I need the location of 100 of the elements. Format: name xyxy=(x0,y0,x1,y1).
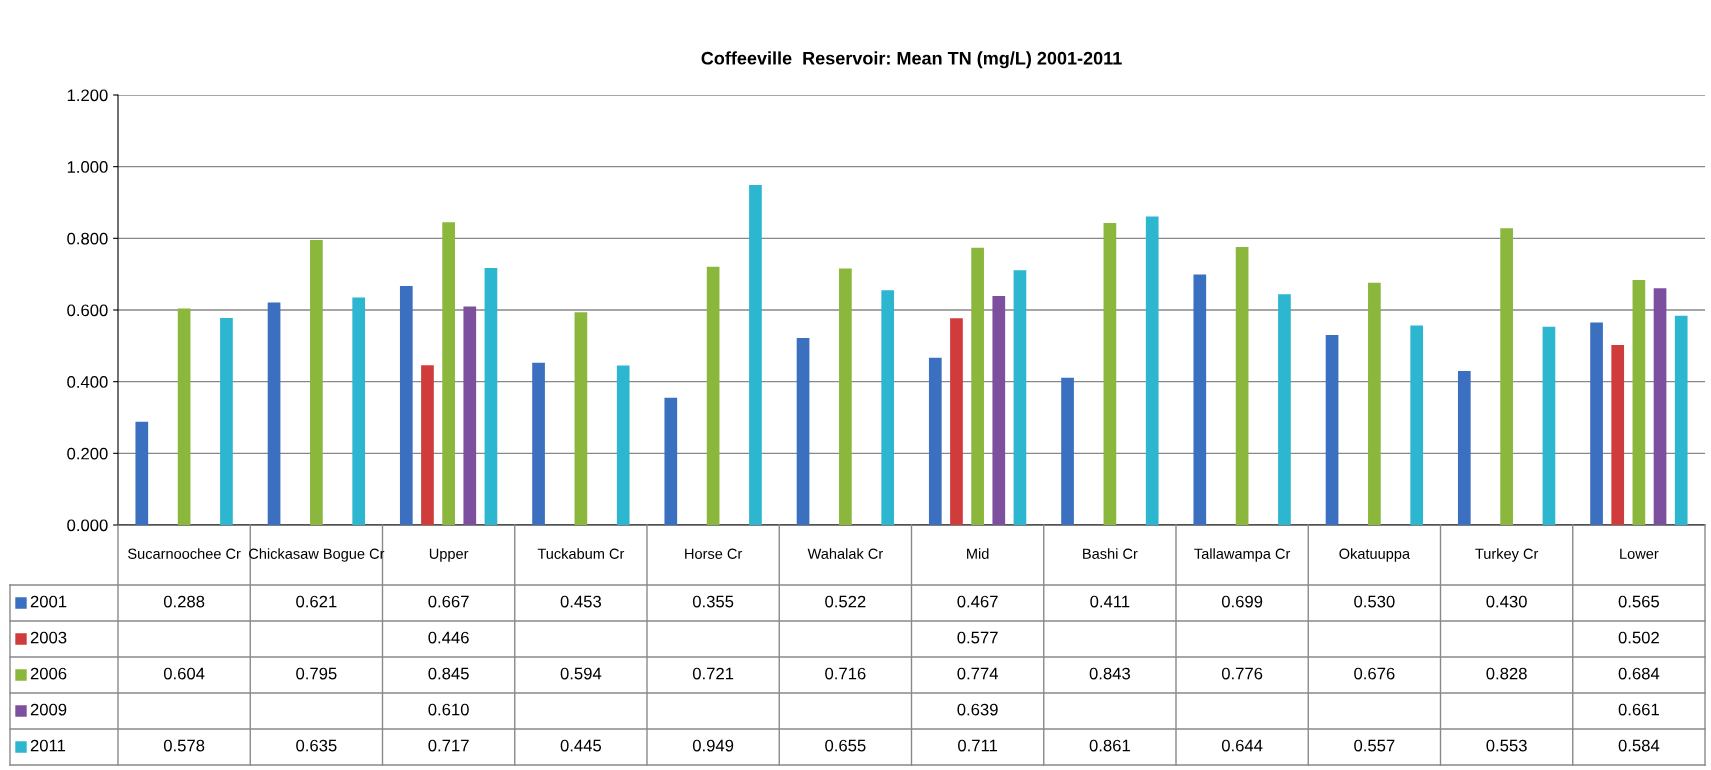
y-tick-label: 0.800 xyxy=(67,232,108,245)
chart-title: Coffeeville Reservoir: Mean TN (mg/L) 2001-2011 xyxy=(701,51,1122,69)
data-label: 0.530 xyxy=(1354,595,1395,608)
x-tick-label: Tallawampa Cr xyxy=(1194,548,1291,562)
data-label: 0.667 xyxy=(428,595,469,608)
bar xyxy=(1457,370,1471,525)
bar xyxy=(1632,279,1646,525)
bar xyxy=(1542,326,1556,525)
bar xyxy=(1103,222,1117,525)
bar xyxy=(532,362,545,525)
bar xyxy=(749,184,762,525)
legend-label: 2009 xyxy=(30,703,67,716)
data-label: 0.661 xyxy=(1618,703,1659,716)
bar xyxy=(421,365,434,525)
bar xyxy=(177,308,191,525)
y-tick-label: 1.000 xyxy=(67,161,108,173)
data-label: 0.453 xyxy=(560,595,601,608)
bar xyxy=(881,290,895,525)
data-label: 0.467 xyxy=(957,595,998,608)
bar xyxy=(352,297,366,525)
bar xyxy=(1325,335,1339,525)
data-label: 0.843 xyxy=(1089,667,1130,680)
bar xyxy=(1500,228,1513,525)
x-tick-label: Lower xyxy=(1620,548,1659,559)
y-tick-label: 0.400 xyxy=(67,376,108,388)
x-tick-label: Tuckabum Cr xyxy=(537,548,625,559)
data-label: 0.635 xyxy=(296,739,337,752)
x-tick-label: Upper xyxy=(429,548,469,562)
bar xyxy=(1590,322,1603,525)
y-tick-label: 1.200 xyxy=(67,89,108,102)
data-label: 0.717 xyxy=(428,739,469,752)
bar xyxy=(267,302,281,525)
data-label: 0.594 xyxy=(560,667,602,680)
data-label: 0.949 xyxy=(692,739,734,752)
bar xyxy=(796,337,810,525)
data-label: 0.288 xyxy=(163,595,205,608)
bar xyxy=(1145,216,1159,525)
bar xyxy=(1235,246,1249,525)
x-tick-label: Bashi Cr xyxy=(1083,548,1138,559)
bar xyxy=(706,266,720,525)
data-label: 0.604 xyxy=(163,667,205,680)
y-tick-label: 0.200 xyxy=(67,447,108,460)
data-label: 0.861 xyxy=(1089,739,1130,752)
bar xyxy=(992,296,1006,525)
data-label: 0.445 xyxy=(560,739,602,752)
bar xyxy=(971,247,984,525)
x-tick-label: Turkey Cr xyxy=(1475,548,1539,562)
y-tick-label: 0.600 xyxy=(67,304,108,317)
x-tick-label: Horse Cr xyxy=(685,548,743,559)
legend-label: 2006 xyxy=(30,667,67,680)
bar xyxy=(1653,288,1667,525)
x-tick-label: Chickasaw Bogue Cr xyxy=(249,548,385,562)
data-label: 0.411 xyxy=(1090,595,1130,608)
bar xyxy=(135,421,149,525)
x-tick-label: Wahalak Cr xyxy=(807,548,883,559)
data-label: 0.610 xyxy=(428,703,469,716)
data-label: 0.577 xyxy=(957,631,998,644)
data-label: 0.774 xyxy=(957,667,998,680)
x-tick-label: Sucarnoochee Cr xyxy=(128,548,241,559)
data-label: 0.684 xyxy=(1618,667,1660,680)
data-label: 0.699 xyxy=(1221,595,1263,608)
bar xyxy=(839,268,852,525)
data-label: 0.795 xyxy=(296,667,337,680)
data-label: 0.639 xyxy=(957,703,998,716)
bar xyxy=(950,318,963,525)
bar xyxy=(928,357,942,525)
data-label: 0.502 xyxy=(1618,631,1659,644)
data-label: 0.776 xyxy=(1221,667,1263,680)
x-tick-label: Mid xyxy=(967,548,989,559)
bar xyxy=(1368,282,1381,525)
legend-label: 2003 xyxy=(30,631,67,644)
data-label: 0.557 xyxy=(1354,739,1395,752)
data-label: 0.721 xyxy=(692,667,734,680)
bar xyxy=(399,285,413,525)
data-label: 0.644 xyxy=(1221,739,1263,752)
data-label: 0.845 xyxy=(428,667,469,680)
bar xyxy=(664,397,678,525)
bar xyxy=(1193,274,1207,525)
bar xyxy=(484,268,498,525)
data-label: 0.584 xyxy=(1618,739,1660,752)
bar xyxy=(1674,315,1688,525)
y-tick-label: 0.000 xyxy=(67,519,108,532)
bar xyxy=(574,312,588,525)
bar xyxy=(1611,345,1625,525)
legend-label: 2011 xyxy=(30,739,66,752)
data-label: 0.578 xyxy=(163,739,205,752)
bar xyxy=(442,222,455,525)
bar xyxy=(616,365,630,525)
legend-label: 2001 xyxy=(30,595,67,608)
bar xyxy=(310,240,323,525)
data-label: 0.676 xyxy=(1354,667,1395,680)
data-label: 0.621 xyxy=(296,595,337,608)
bar xyxy=(1278,294,1291,525)
bar xyxy=(1410,325,1424,525)
data-label: 0.553 xyxy=(1486,739,1527,752)
bar xyxy=(463,306,477,525)
data-label: 0.716 xyxy=(825,667,866,680)
data-label: 0.565 xyxy=(1618,595,1660,608)
data-label: 0.430 xyxy=(1486,595,1527,608)
bar xyxy=(220,317,233,525)
